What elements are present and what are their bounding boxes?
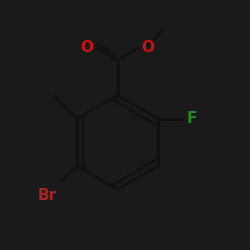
Text: Br: Br (38, 188, 57, 203)
Text: O: O (80, 40, 93, 54)
Text: O: O (141, 40, 154, 54)
Text: F: F (186, 111, 197, 126)
